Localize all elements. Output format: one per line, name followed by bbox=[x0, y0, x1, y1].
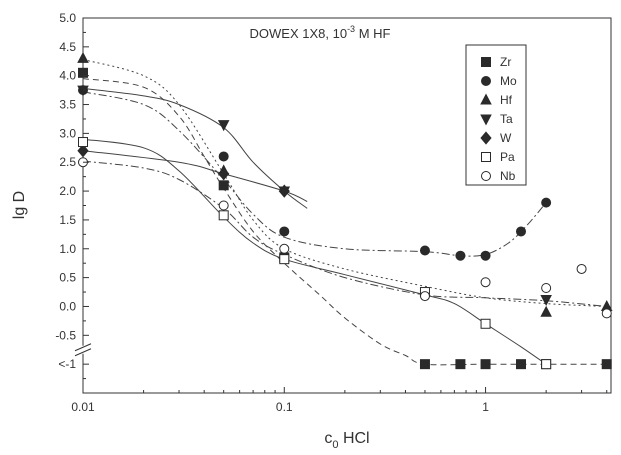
point-nb bbox=[601, 308, 612, 319]
point-mo bbox=[541, 197, 552, 208]
point-pa bbox=[541, 359, 552, 370]
legend-box bbox=[465, 44, 527, 186]
point-mo bbox=[455, 250, 466, 261]
legend-symbol-mo bbox=[481, 76, 491, 86]
axis-break-gap bbox=[80, 345, 88, 354]
legend-symbol-nb bbox=[481, 171, 491, 181]
legend-label-pa: Pa bbox=[500, 150, 515, 164]
plot-frame bbox=[82, 17, 612, 394]
legend-symbol-zr bbox=[481, 57, 491, 67]
point-pa bbox=[78, 137, 88, 148]
legend-symbol-hf bbox=[480, 93, 492, 105]
y-tick-label: 4.5 bbox=[59, 40, 76, 54]
y-tick-label: 2.0 bbox=[59, 184, 76, 198]
point-hf bbox=[77, 51, 89, 63]
point-zr bbox=[515, 359, 526, 370]
x-tick-label: 0.01 bbox=[71, 400, 95, 414]
fit-curve-mo bbox=[82, 91, 547, 257]
point-zr bbox=[601, 359, 612, 370]
point-zr bbox=[480, 359, 491, 370]
point-nb bbox=[541, 283, 552, 293]
legend-label-nb: Nb bbox=[500, 169, 516, 183]
x-axis-ticks: 0.01 0.1 1 bbox=[71, 387, 608, 414]
y-tick-label: 3.0 bbox=[59, 126, 76, 140]
point-ta bbox=[540, 294, 552, 307]
point-pa bbox=[279, 254, 290, 265]
legend-label-ta: Ta bbox=[500, 112, 513, 126]
legend-label-mo: Mo bbox=[500, 74, 517, 88]
legend-symbol-w bbox=[480, 131, 492, 145]
legend-symbol-pa bbox=[481, 152, 491, 162]
point-zr bbox=[455, 359, 466, 370]
point-mo bbox=[515, 226, 526, 237]
point-nb bbox=[419, 291, 430, 302]
point-nb bbox=[480, 277, 491, 288]
fit-curve-ta bbox=[82, 87, 308, 209]
y-tick-label: -0.5 bbox=[55, 328, 76, 342]
y-tick-label: 4.0 bbox=[59, 69, 76, 83]
legend-symbol-ta bbox=[480, 114, 492, 126]
y-tick-label: 1.5 bbox=[59, 213, 76, 227]
data-markers bbox=[77, 51, 613, 370]
axis-break-slash bbox=[74, 348, 92, 357]
legend: Zr Mo Hf Ta W Pa Nb bbox=[465, 44, 527, 186]
fit-curve-zr bbox=[82, 78, 607, 366]
fit-curve-hf bbox=[82, 59, 607, 307]
y-tick-label: 3.5 bbox=[59, 98, 76, 112]
point-ta bbox=[77, 85, 89, 97]
fit-curve-w bbox=[82, 150, 308, 202]
point-nb bbox=[576, 263, 587, 274]
point-nb bbox=[279, 243, 290, 254]
y-tick-label: 0.5 bbox=[59, 271, 76, 285]
fit-curve-nb bbox=[82, 160, 607, 307]
axis-break-slash bbox=[74, 343, 92, 352]
x-tick-label: 0.1 bbox=[276, 400, 293, 414]
y-axis-ticks: 5.0 4.5 4.0 3.5 3.0 2.5 2.0 1.5 1.0 0.5 0.0 -0.5 <-1 bbox=[55, 11, 89, 380]
x-tick-label: 1 bbox=[482, 400, 489, 414]
fit-curves bbox=[82, 59, 607, 366]
y-tick-label: 1.0 bbox=[59, 242, 76, 256]
y-tick-label: <-1 bbox=[58, 357, 76, 371]
point-nb bbox=[218, 200, 229, 211]
point-pa bbox=[480, 318, 491, 329]
point-mo bbox=[218, 151, 229, 162]
y-tick-label: 0.0 bbox=[59, 299, 76, 313]
chart-annotation: DOWEX 1X8, 10-3 M HF bbox=[250, 24, 391, 41]
axis-break-mark bbox=[74, 343, 92, 357]
point-mo bbox=[480, 250, 491, 261]
point-zr bbox=[218, 180, 229, 191]
y-tick-label: 5.0 bbox=[59, 11, 76, 25]
point-w bbox=[278, 184, 290, 198]
legend-label-w: W bbox=[500, 131, 512, 145]
y-tick-label: 2.5 bbox=[59, 155, 76, 169]
point-zr bbox=[419, 359, 430, 370]
point-hf bbox=[540, 305, 552, 317]
y-axis-title: lg D bbox=[11, 191, 28, 219]
point-zr bbox=[78, 67, 88, 78]
point-ta bbox=[217, 120, 230, 132]
legend-label-zr: Zr bbox=[500, 55, 511, 69]
point-mo bbox=[419, 245, 430, 256]
x-axis-title: c0 HCl bbox=[324, 430, 369, 451]
point-pa bbox=[218, 210, 229, 221]
point-mo bbox=[279, 226, 290, 237]
point-w bbox=[218, 167, 230, 181]
legend-label-hf: Hf bbox=[500, 93, 513, 107]
